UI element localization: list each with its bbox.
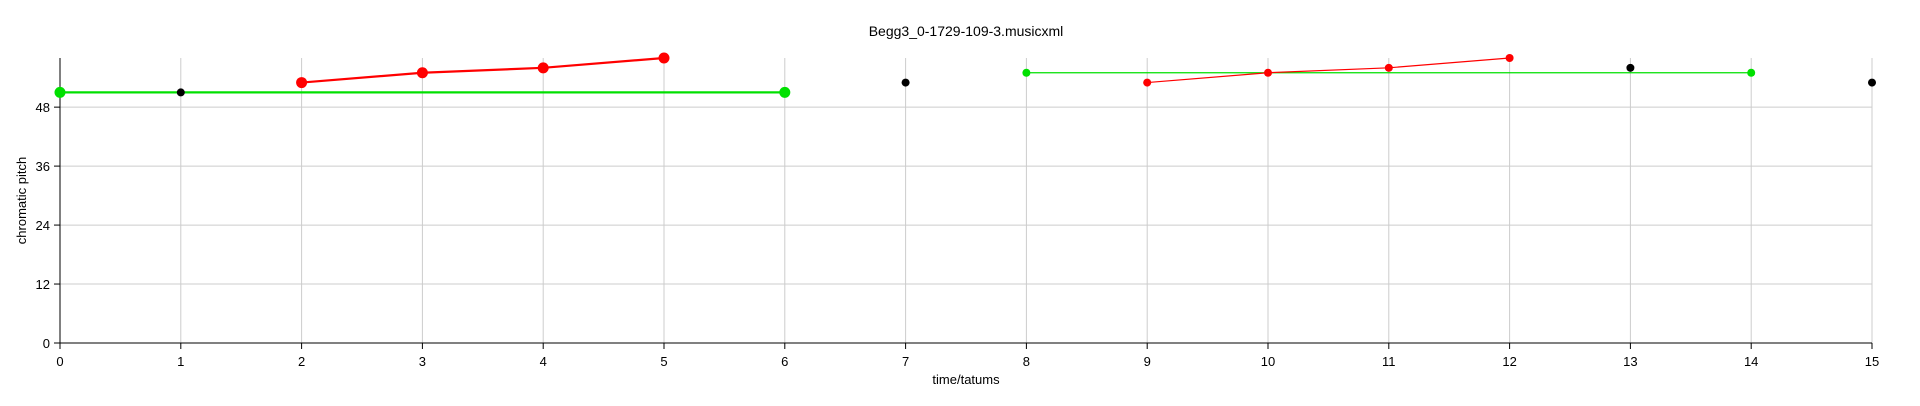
data-point — [1022, 68, 1031, 77]
x-tick-label: 4 — [540, 354, 547, 369]
data-point — [1143, 78, 1152, 87]
y-tick-label: 36 — [36, 159, 50, 174]
y-tick-group: 0 12 24 36 48 — [36, 100, 60, 351]
y-axis-label: chromatic pitch — [14, 157, 29, 244]
data-point — [1384, 63, 1393, 72]
y-tick-label: 12 — [36, 277, 50, 292]
x-tick-label: 5 — [660, 354, 667, 369]
x-tick-label: 11 — [1382, 354, 1396, 369]
x-tick-label: 2 — [298, 354, 305, 369]
x-tick-label: 12 — [1502, 354, 1516, 369]
x-tick-label: 7 — [902, 354, 909, 369]
data-point — [1505, 54, 1514, 62]
data-point — [537, 62, 549, 74]
x-tick-label: 15 — [1865, 354, 1879, 369]
data-point — [1626, 63, 1635, 72]
x-tick-label: 1 — [177, 354, 184, 369]
data-point — [1747, 68, 1756, 77]
x-axis-label: time/tatums — [932, 372, 1000, 387]
data-point — [1868, 78, 1876, 87]
series-black-4 — [176, 63, 1876, 97]
x-tick-label: 3 — [419, 354, 426, 369]
data-point — [901, 78, 910, 87]
x-tick-label: 8 — [1023, 354, 1030, 369]
y-tick-label: 0 — [43, 336, 50, 351]
axes-layer — [59, 58, 1872, 344]
data-point — [658, 52, 670, 64]
y-tick-label: 48 — [36, 100, 50, 115]
x-tick-label: 13 — [1623, 354, 1637, 369]
x-tick-label: 9 — [1144, 354, 1151, 369]
data-point — [779, 86, 791, 98]
y-tick-label: 24 — [36, 218, 50, 233]
grid-layer — [59, 58, 1873, 344]
x-tick-label: 14 — [1744, 354, 1758, 369]
data-point — [1264, 68, 1272, 77]
data-point — [54, 86, 66, 98]
x-tick-label: 6 — [781, 354, 788, 369]
series-layer — [54, 52, 1876, 98]
series-line — [301, 56, 665, 84]
x-tick-label: 0 — [56, 354, 63, 369]
series-red-1 — [296, 52, 670, 89]
series-green-2 — [1022, 68, 1756, 77]
data-point — [296, 77, 308, 89]
x-tick-group: 0 1 2 3 4 5 6 7 8 9 10 11 12 13 14 15 — [56, 343, 1879, 369]
x-tick-label: 10 — [1261, 354, 1275, 369]
series-red-3 — [1143, 54, 1514, 87]
data-point — [416, 67, 428, 79]
data-point — [176, 88, 185, 97]
series-line — [1147, 57, 1510, 84]
chart-title: Begg3_0-1729-109-3.musicxml — [869, 23, 1064, 39]
